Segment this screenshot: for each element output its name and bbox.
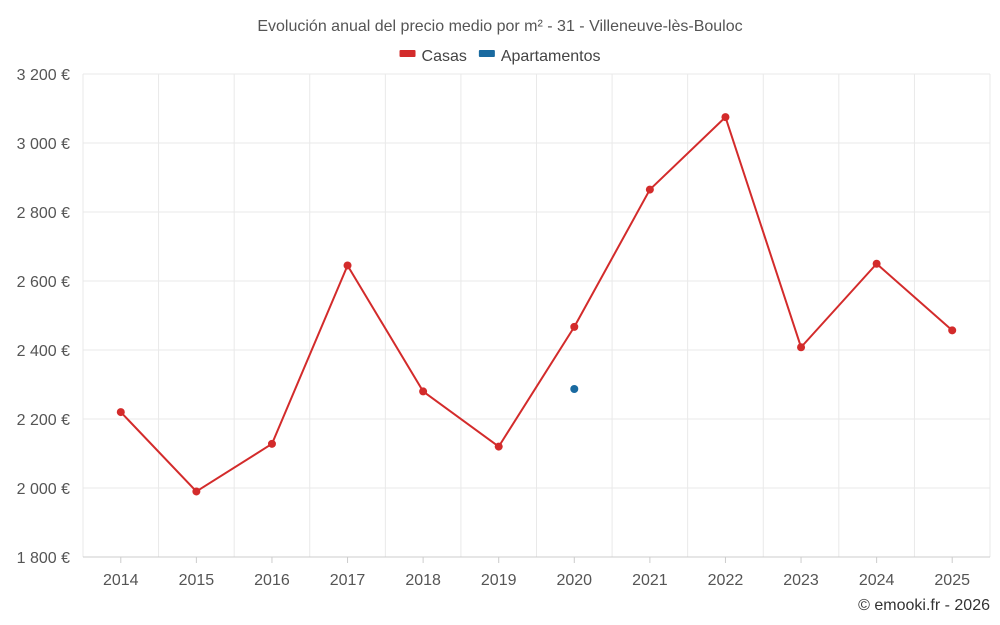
data-point <box>419 387 428 396</box>
y-tick-label: 1 800 € <box>17 550 70 567</box>
data-point <box>948 326 957 335</box>
x-tick-label: 2015 <box>179 572 215 589</box>
y-tick-label: 3 000 € <box>17 136 70 153</box>
x-tick-label: 2017 <box>330 572 366 589</box>
legend-label: Casas <box>422 48 467 65</box>
x-tick-label: 2014 <box>103 572 139 589</box>
y-tick-label: 3 200 € <box>17 67 70 84</box>
legend-label: Apartamentos <box>501 48 601 65</box>
legend-swatch <box>399 50 416 57</box>
data-point <box>570 384 579 393</box>
chart-title: Evolución anual del precio medio por m² … <box>257 18 742 35</box>
series-casas <box>116 113 957 496</box>
grid <box>82 73 991 558</box>
x-tick-label: 2023 <box>783 572 819 589</box>
x-tick-label: 2021 <box>632 572 668 589</box>
x-tick-label: 2019 <box>481 572 517 589</box>
y-tick-label: 2 200 € <box>17 412 70 429</box>
x-tick-label: 2020 <box>556 572 592 589</box>
data-point <box>116 408 125 417</box>
series-apartamentos <box>570 384 579 393</box>
y-tick-label: 2 400 € <box>17 343 70 360</box>
y-tick-label: 2 800 € <box>17 205 70 222</box>
x-tick-label: 2018 <box>405 572 441 589</box>
legend-swatch <box>478 50 495 57</box>
y-axis: 1 800 € 2 000 € 2 200 € 2 400 € 2 600 € 2 800… <box>17 67 70 567</box>
data-point <box>494 442 503 451</box>
legend-item-apartamentos: Apartamentos <box>478 48 601 65</box>
x-tick-label: 2024 <box>859 572 895 589</box>
data-point <box>570 322 579 331</box>
series-layer <box>116 113 957 496</box>
x-tick-label: 2016 <box>254 572 290 589</box>
series-line <box>120 116 953 493</box>
data-point <box>343 261 352 270</box>
x-axis: 2014 2015 2016 2017 2018 2019 2020 2021 2022 2023… <box>103 557 970 589</box>
credit: © emooki.fr - 2026 <box>858 597 990 614</box>
legend-item-casas: Casas <box>399 48 467 65</box>
data-point <box>645 185 654 194</box>
data-point <box>721 113 730 122</box>
y-tick-label: 2 600 € <box>17 274 70 291</box>
data-point <box>797 343 806 352</box>
x-tick-label: 2025 <box>934 572 970 589</box>
data-point <box>192 487 201 496</box>
data-point <box>267 439 276 448</box>
data-point <box>872 259 881 268</box>
legend: Casas Apartamentos <box>399 48 601 65</box>
y-tick-label: 2 000 € <box>17 481 70 498</box>
x-tick-label: 2022 <box>708 572 744 589</box>
